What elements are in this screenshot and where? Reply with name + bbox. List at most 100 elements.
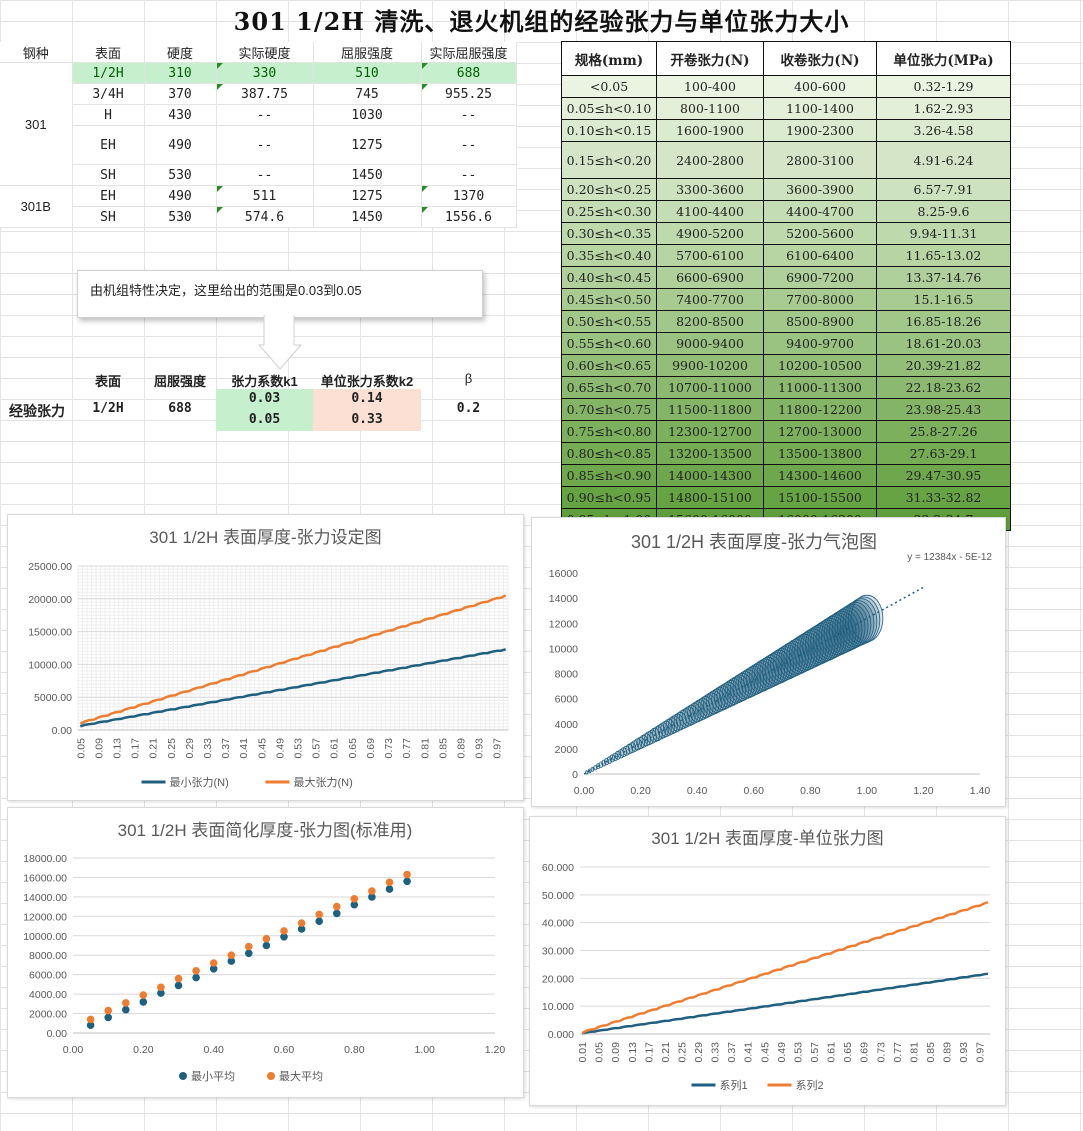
table-cell[interactable]: -- (421, 104, 517, 126)
tension-cell[interactable]: 9.94-11.31 (876, 222, 1011, 245)
tension-cell[interactable]: 0.85≤h<0.90 (561, 464, 657, 487)
tension-cell[interactable]: 20.39-21.82 (876, 354, 1011, 377)
emp-header-k1[interactable]: 张力系数k1 (231, 374, 298, 389)
tension-cell[interactable]: 0.70≤h<0.75 (561, 398, 657, 421)
table-cell[interactable]: 1370 (421, 185, 517, 207)
table-cell[interactable]: 955.25 (421, 83, 517, 105)
tension-cell[interactable]: 6900-7200 (763, 266, 877, 289)
tension-cell[interactable]: 1900-2300 (763, 119, 877, 142)
header-yield[interactable]: 屈服强度 (313, 42, 422, 63)
tension-cell[interactable]: 4.91-6.24 (876, 141, 1011, 179)
tension-cell[interactable]: 14000-14300 (656, 464, 764, 487)
table-cell[interactable]: 370 (144, 83, 217, 105)
tension-cell[interactable]: 3300-3600 (656, 178, 764, 201)
header-surface[interactable]: 表面 (72, 42, 145, 63)
header-recoil[interactable]: 收卷张力(N) (763, 41, 877, 76)
header-actual-hardness[interactable]: 实际硬度 (216, 42, 314, 63)
tension-cell[interactable]: 1600-1900 (656, 119, 764, 142)
chart-panel-simplified[interactable]: 301 1/2H 表面简化厚度-张力图(标准用) 0.00 2000.00 4000.… (7, 807, 524, 1098)
table-cell[interactable]: 1030 (313, 104, 422, 126)
tension-cell[interactable]: 8500-8900 (763, 310, 877, 333)
tension-cell[interactable]: 12300-12700 (656, 420, 764, 443)
table-cell[interactable]: -- (216, 104, 314, 126)
emp-header-surface[interactable]: 表面 (94, 374, 121, 389)
emp-header-yield[interactable]: 屈服强度 (153, 374, 206, 389)
emp-row-label[interactable]: 经验张力 (9, 403, 65, 419)
table-cell[interactable]: H (72, 104, 145, 126)
tension-cell[interactable]: 14800-15100 (656, 486, 764, 509)
tension-cell[interactable]: 0.15≤h<0.20 (561, 141, 657, 179)
tension-cell[interactable]: 0.90≤h<0.95 (561, 486, 657, 509)
tension-cell[interactable]: 10700-11000 (656, 376, 764, 399)
table-cell[interactable]: 1450 (313, 206, 422, 228)
table-cell[interactable]: 530 (144, 164, 217, 186)
table-cell[interactable]: 3/4H (72, 83, 145, 105)
tension-cell[interactable]: <0.05 (561, 75, 657, 98)
header-spec[interactable]: 规格(mm) (561, 41, 657, 76)
tension-cell[interactable]: 0.35≤h<0.40 (561, 244, 657, 267)
tension-cell[interactable]: 14300-14600 (763, 464, 877, 487)
tension-cell[interactable]: 13.37-14.76 (876, 266, 1011, 289)
tension-cell[interactable]: 0.30≤h<0.35 (561, 222, 657, 245)
emp-beta[interactable]: 0.2 (456, 401, 481, 416)
header-unit-tension[interactable]: 单位张力(MPa) (876, 41, 1011, 76)
table-cell[interactable]: 330 (216, 62, 314, 84)
grade-301-cell[interactable]: 301 (0, 62, 73, 186)
tension-cell[interactable]: 31.33-32.82 (876, 486, 1011, 509)
tension-cell[interactable]: 11800-12200 (763, 398, 877, 421)
tension-cell[interactable]: 11.65-13.02 (876, 244, 1011, 267)
header-grade[interactable]: 钢种 (0, 42, 73, 63)
tension-cell[interactable]: 0.05≤h<0.10 (561, 97, 657, 120)
table-cell[interactable]: SH (72, 164, 145, 186)
tension-cell[interactable]: 13200-13500 (656, 442, 764, 465)
tension-cell[interactable]: 11000-11300 (763, 376, 877, 399)
table-cell[interactable]: 1450 (313, 164, 422, 186)
tension-cell[interactable]: 18.61-20.03 (876, 332, 1011, 355)
emp-header-k2[interactable]: 单位张力系数k2 (320, 374, 414, 389)
chart-panel-bubble[interactable]: 301 1/2H 表面厚度-张力气泡图 y = 12384x - 5E-12 0 20… (531, 517, 1006, 807)
tension-cell[interactable]: 27.63-29.1 (876, 442, 1011, 465)
tension-cell[interactable]: 13500-13800 (763, 442, 877, 465)
tension-cell[interactable]: 7400-7700 (656, 288, 764, 311)
tension-cell[interactable]: 0.50≤h<0.55 (561, 310, 657, 333)
tension-cell[interactable]: 0.45≤h<0.50 (561, 288, 657, 311)
table-cell[interactable]: 510 (313, 62, 422, 84)
table-cell[interactable]: EH (72, 125, 145, 165)
table-cell[interactable]: 490 (144, 125, 217, 165)
tension-cell[interactable]: 25.8-27.26 (876, 420, 1011, 443)
header-hardness[interactable]: 硬度 (144, 42, 217, 63)
tension-cell[interactable]: 6.57-7.91 (876, 178, 1011, 201)
tension-cell[interactable]: 6100-6400 (763, 244, 877, 267)
table-cell[interactable]: SH (72, 206, 145, 228)
table-cell[interactable]: -- (421, 164, 517, 186)
table-cell[interactable]: 1275 (313, 125, 422, 165)
table-cell[interactable]: 745 (313, 83, 422, 105)
tension-cell[interactable]: 1100-1400 (763, 97, 877, 120)
tension-cell[interactable]: 0.80≤h<0.85 (561, 442, 657, 465)
tension-cell[interactable]: 8200-8500 (656, 310, 764, 333)
tension-cell[interactable]: 4400-4700 (763, 200, 877, 223)
tension-cell[interactable]: 0.40≤h<0.45 (561, 266, 657, 289)
tension-cell[interactable]: 0.10≤h<0.15 (561, 119, 657, 142)
table-cell[interactable]: 688 (421, 62, 517, 84)
emp-k2-min[interactable]: 0.14 (351, 391, 383, 406)
tension-cell[interactable]: 9400-9700 (763, 332, 877, 355)
tension-cell[interactable]: 15100-15500 (763, 486, 877, 509)
tension-cell[interactable]: 5700-6100 (656, 244, 764, 267)
tension-cell[interactable]: 0.20≤h<0.25 (561, 178, 657, 201)
tension-cell[interactable]: 4900-5200 (656, 222, 764, 245)
emp-surface[interactable]: 1/2H (92, 401, 124, 416)
tension-cell[interactable]: 3.26-4.58 (876, 119, 1011, 142)
emp-yield[interactable]: 688 (168, 401, 192, 416)
tension-cell[interactable]: 9900-10200 (656, 354, 764, 377)
table-cell[interactable]: -- (216, 125, 314, 165)
table-cell[interactable]: 511 (216, 185, 314, 207)
table-cell[interactable]: EH (72, 185, 145, 207)
table-cell[interactable]: 530 (144, 206, 217, 228)
tension-cell[interactable]: 29.47-30.95 (876, 464, 1011, 487)
tension-cell[interactable]: 6600-6900 (656, 266, 764, 289)
tension-cell[interactable]: 9000-9400 (656, 332, 764, 355)
table-cell[interactable]: 1556.6 (421, 206, 517, 228)
table-cell[interactable]: 490 (144, 185, 217, 207)
tension-cell[interactable]: 23.98-25.43 (876, 398, 1011, 421)
